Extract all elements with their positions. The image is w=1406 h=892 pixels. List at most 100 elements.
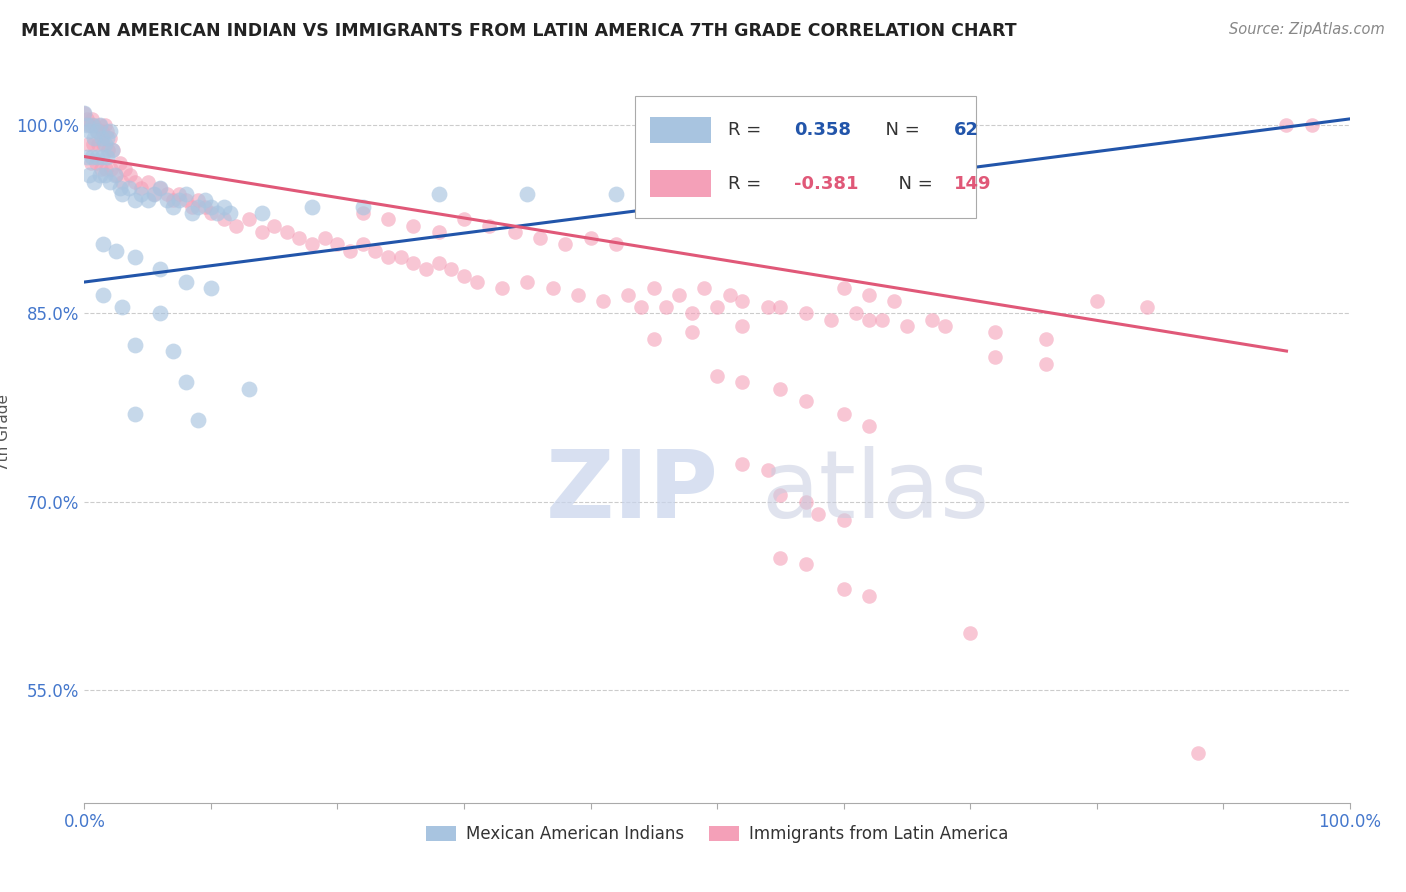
Point	[352, 237, 374, 252]
Point	[959, 626, 981, 640]
Point	[80, 112, 103, 126]
Point	[155, 187, 177, 202]
Point	[643, 331, 665, 345]
Point	[80, 150, 103, 164]
Point	[427, 225, 450, 239]
Point	[212, 200, 235, 214]
Point	[136, 194, 159, 208]
Point	[984, 351, 1007, 365]
Point	[93, 118, 115, 132]
Point	[200, 206, 222, 220]
Point	[820, 312, 842, 326]
Point	[187, 194, 209, 208]
Point	[832, 513, 855, 527]
Point	[86, 150, 108, 164]
Text: R =: R =	[728, 175, 768, 193]
Text: atlas: atlas	[762, 446, 990, 538]
Point	[769, 488, 792, 502]
Point	[364, 244, 387, 258]
Point	[180, 206, 204, 220]
Point	[718, 287, 741, 301]
Point	[91, 124, 114, 138]
Point	[80, 118, 103, 132]
Point	[668, 287, 690, 301]
Point	[794, 306, 817, 320]
Point	[541, 281, 564, 295]
Text: N =: N =	[875, 121, 925, 139]
Point	[98, 175, 121, 189]
Point	[162, 194, 184, 208]
Point	[402, 219, 425, 233]
Point	[567, 287, 589, 301]
Point	[883, 293, 905, 308]
Point	[93, 136, 115, 151]
Point	[76, 150, 98, 164]
Point	[832, 281, 855, 295]
Point	[104, 169, 127, 183]
Point	[858, 419, 880, 434]
Point	[276, 225, 298, 239]
Point	[200, 281, 222, 295]
Point	[73, 105, 96, 120]
Point	[143, 187, 166, 202]
Point	[858, 287, 880, 301]
Point	[769, 551, 792, 566]
Point	[207, 206, 229, 220]
Point	[731, 318, 754, 333]
Point	[756, 300, 779, 314]
Point	[655, 300, 678, 314]
Point	[118, 181, 141, 195]
Point	[491, 281, 513, 295]
Point	[1035, 331, 1057, 345]
Point	[478, 219, 501, 233]
Point	[108, 181, 131, 195]
Point	[129, 181, 153, 195]
Point	[605, 187, 627, 202]
Point	[238, 382, 260, 396]
Point	[89, 118, 111, 132]
Point	[73, 105, 96, 120]
Point	[1035, 357, 1057, 371]
Legend: Mexican American Indians, Immigrants from Latin America: Mexican American Indians, Immigrants fro…	[419, 819, 1015, 850]
Text: 149: 149	[953, 175, 991, 193]
Point	[845, 306, 868, 320]
Point	[89, 118, 111, 132]
Point	[111, 175, 134, 189]
Point	[731, 457, 754, 471]
Point	[440, 262, 463, 277]
Point	[1275, 118, 1298, 132]
Point	[83, 175, 105, 189]
Point	[1085, 293, 1108, 308]
Point	[83, 118, 105, 132]
Point	[516, 187, 538, 202]
Point	[79, 124, 101, 138]
Y-axis label: 7th Grade: 7th Grade	[0, 394, 11, 471]
Point	[187, 200, 209, 214]
Point	[86, 124, 108, 138]
Point	[794, 558, 817, 572]
Point	[118, 169, 141, 183]
Point	[465, 275, 488, 289]
Point	[427, 187, 450, 202]
Point	[129, 187, 153, 202]
Text: 62: 62	[953, 121, 979, 139]
Point	[105, 244, 127, 258]
Point	[94, 162, 117, 177]
Point	[124, 175, 146, 189]
Text: R =: R =	[728, 121, 768, 139]
Point	[124, 338, 146, 352]
Point	[98, 124, 121, 138]
Point	[706, 300, 728, 314]
Point	[124, 407, 146, 421]
Point	[630, 300, 652, 314]
Point	[238, 212, 260, 227]
Point	[934, 318, 956, 333]
Point	[377, 250, 399, 264]
Point	[250, 225, 273, 239]
Point	[149, 181, 172, 195]
Point	[794, 494, 817, 508]
Point	[643, 281, 665, 295]
Point	[180, 200, 204, 214]
Point	[174, 194, 197, 208]
Text: N =: N =	[887, 175, 938, 193]
